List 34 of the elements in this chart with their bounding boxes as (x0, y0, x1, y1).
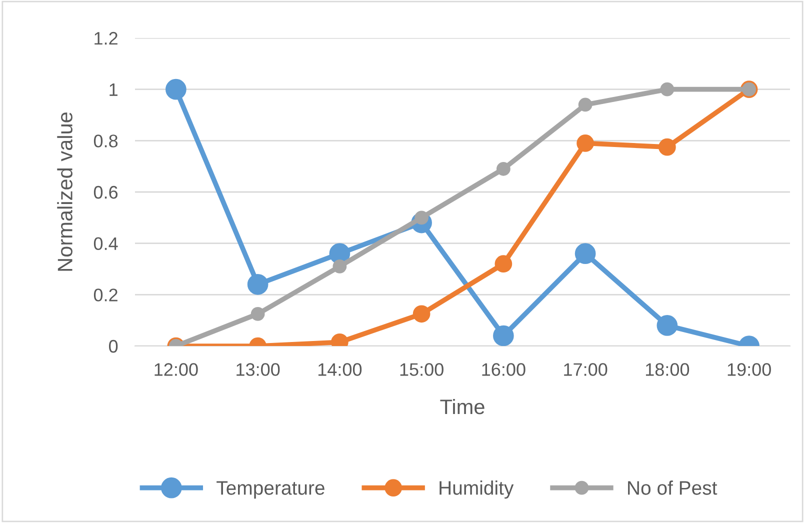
point (574, 243, 596, 264)
y-tick-label: 0.8 (94, 134, 118, 148)
y-axis-title: Normalized value (57, 112, 72, 271)
x-tick-label: 14:00 (318, 363, 362, 376)
x-tick-label: 18:00 (646, 363, 690, 376)
x-tick-label: 12:00 (154, 363, 198, 376)
point (412, 305, 430, 323)
point (250, 306, 265, 321)
y-tick-label: 0.4 (94, 237, 118, 250)
point (166, 78, 186, 100)
point (493, 325, 514, 346)
x-tick-label: 16:00 (482, 363, 526, 376)
x-tick-label: 15:00 (400, 363, 444, 376)
point (494, 255, 512, 273)
y-tick-label: 1 (110, 83, 118, 96)
point (332, 259, 347, 274)
x-axis-title: Time (440, 398, 484, 414)
legend-label: Humidity (440, 480, 514, 499)
point (658, 138, 676, 156)
legend-label: Temperature (216, 481, 324, 499)
x-tick-label: 13:00 (236, 363, 280, 376)
point (247, 274, 268, 295)
y-tick-label: 0 (109, 340, 118, 353)
point (656, 315, 678, 336)
y-tick-label: 0.6 (94, 186, 118, 199)
y-tick-label: 1.2 (94, 32, 118, 45)
point (660, 82, 674, 96)
point (576, 134, 594, 152)
point (578, 98, 592, 112)
point (496, 162, 510, 176)
x-tick-label: 19:00 (728, 363, 771, 376)
legend-label: No of Pest (628, 480, 718, 495)
y-tick-label: 0.2 (94, 288, 118, 302)
x-tick-label: 17:00 (564, 363, 608, 376)
